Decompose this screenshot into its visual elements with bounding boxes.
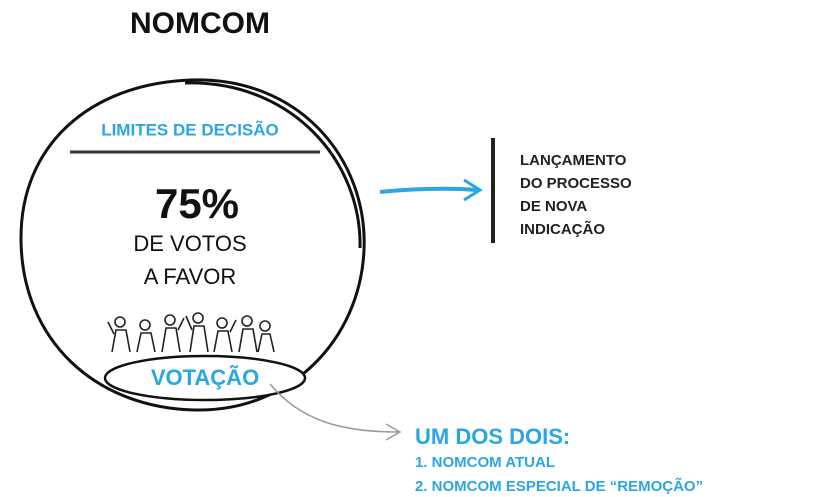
crowd bbox=[108, 313, 274, 352]
threshold-caption: DE VOTOS bbox=[133, 231, 246, 256]
note-item: 2. NOMCOM ESPECIAL DE “REMOÇÃO” bbox=[415, 477, 703, 495]
note-heading: UM DOS DOIS: bbox=[415, 424, 570, 449]
note-item: 1. NOMCOM ATUAL bbox=[415, 454, 555, 471]
diagram: NOMCOM LIMITES DE DECISÃO 75% DE VOTOS A… bbox=[0, 0, 827, 497]
outcome-line: DE NOVA bbox=[520, 198, 587, 215]
title: NOMCOM bbox=[130, 7, 270, 40]
arrow bbox=[380, 189, 478, 192]
outcome-line: INDICAÇÃO bbox=[520, 220, 605, 238]
threshold-caption: A FAVOR bbox=[144, 264, 237, 289]
outcome-line: LANÇAMENTO bbox=[520, 152, 627, 169]
vote-label: VOTAÇÃO bbox=[151, 365, 259, 390]
outcome-line: DO PROCESSO bbox=[520, 175, 632, 192]
circle-heading: LIMITES DE DECISÃO bbox=[101, 119, 279, 139]
threshold: 75% bbox=[155, 180, 239, 227]
